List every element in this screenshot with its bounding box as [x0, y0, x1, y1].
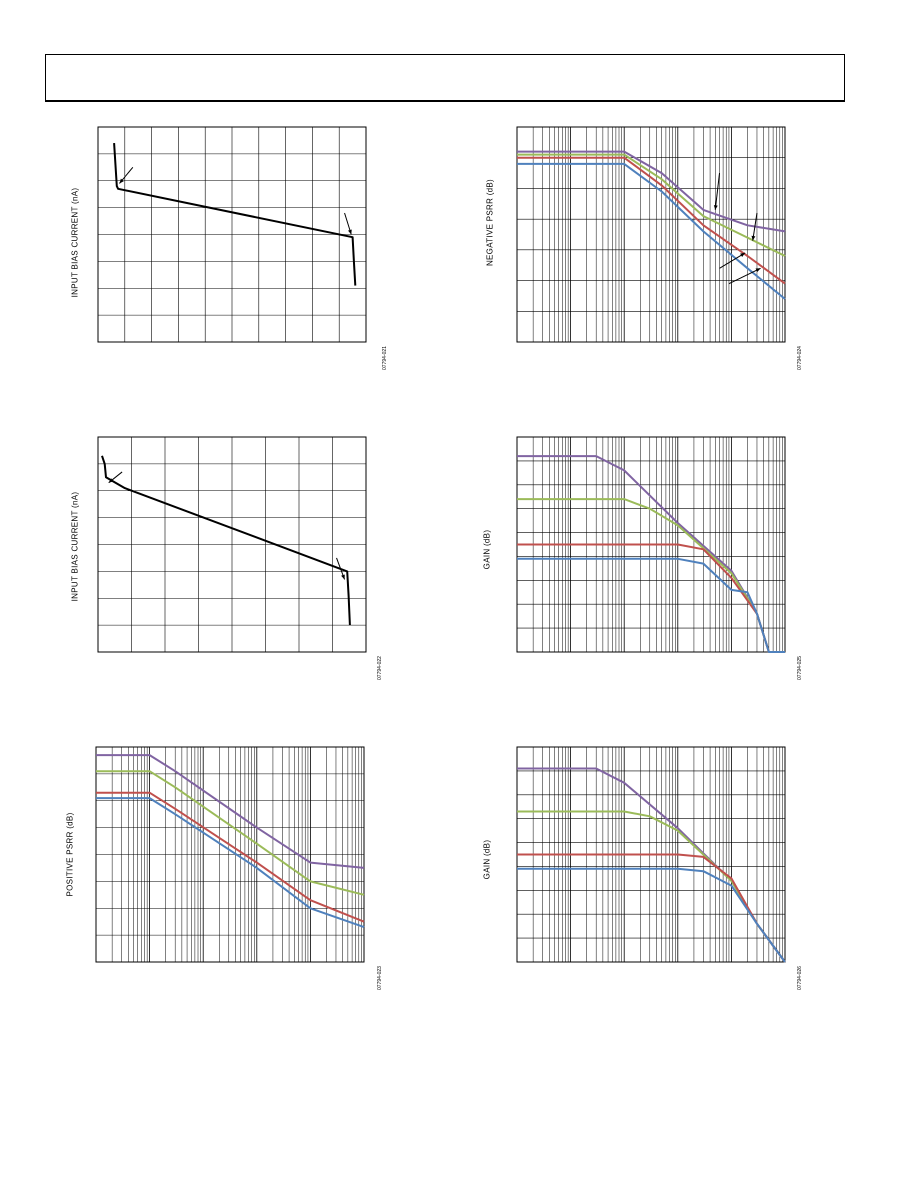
chart-plot	[97, 126, 367, 343]
series-line-green	[517, 153, 786, 257]
annotation-arrow-head	[119, 178, 124, 184]
series-line-red	[96, 791, 365, 923]
annotation-arrow-head	[755, 268, 761, 273]
annotation-arrow-head	[740, 252, 746, 257]
annotation-arrow-head	[751, 235, 756, 241]
chart-input-bias-current-2: INPUT BIAS CURRENT (nA) 07794-022	[60, 430, 390, 690]
series-line-blue	[517, 557, 785, 653]
chart-plot	[95, 746, 365, 963]
annotation-arrow-head	[108, 478, 114, 483]
chart-positive-psrr: POSITIVE PSRR (dB) 07794-023	[60, 740, 390, 1000]
annotation-arrow	[728, 267, 761, 285]
page-header	[45, 54, 845, 102]
chart-input-bias-current-1: INPUT BIAS CURRENT (nA) 07794-021	[60, 120, 390, 380]
series-line-red	[517, 156, 786, 285]
chart-gain-1: GAIN (dB) 07794-025	[475, 430, 815, 690]
chart-plot	[516, 126, 786, 343]
series-line-purple	[96, 754, 365, 869]
annotation-arrow-head	[348, 229, 352, 235]
chart-gain-2: GAIN (dB) 07794-026	[475, 740, 815, 1000]
chart-plot	[516, 746, 786, 963]
annotation-arrow-head	[713, 205, 718, 210]
annotation-arrow	[719, 252, 746, 269]
plot-frame	[516, 126, 786, 343]
annotation-arrow-head	[341, 574, 345, 580]
chart-plot	[516, 436, 786, 653]
series-line-blue	[517, 867, 786, 963]
series-line-blue	[517, 162, 786, 300]
series-line-blue	[96, 797, 365, 929]
chart-plot	[97, 436, 367, 653]
series-line-green	[96, 770, 365, 896]
annotation-arrow	[714, 173, 721, 210]
series-line-black	[113, 143, 357, 286]
chart-negative-psrr: NEGATIVE PSRR (dB) 07794-024	[475, 120, 815, 380]
series-line-black	[101, 455, 351, 626]
series-line-purple	[517, 150, 786, 233]
annotation-arrow	[752, 212, 758, 241]
